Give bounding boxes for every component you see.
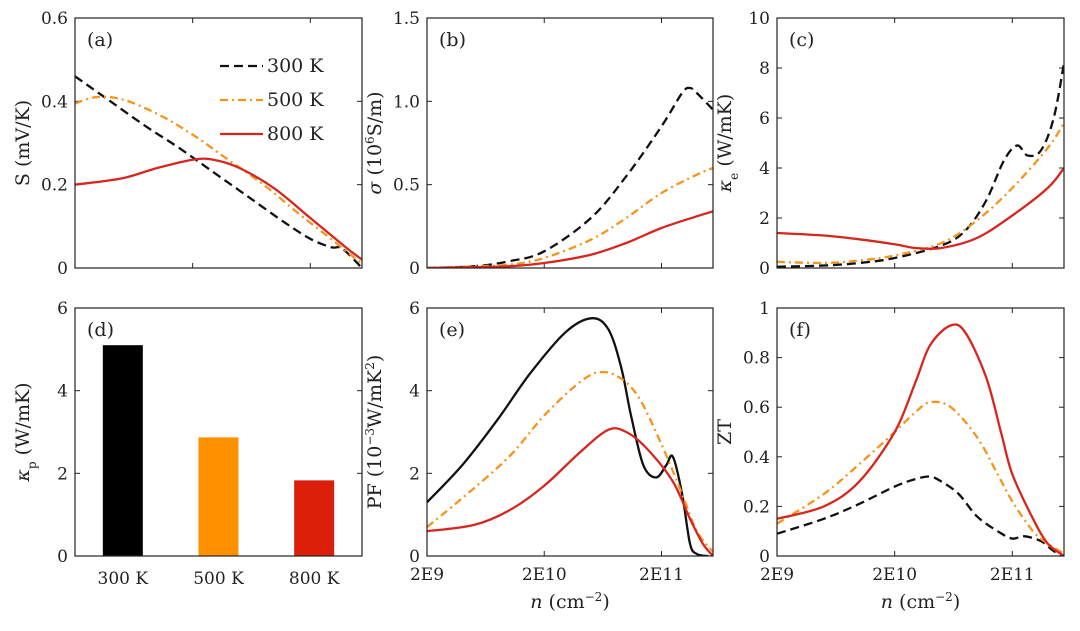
series-line-500k [777,122,1064,265]
x-tick-label: 2E10 [872,565,917,585]
y-tick-label: 8 [759,59,770,79]
y-tick-label: 0 [759,259,770,279]
axes-frame [776,17,1065,269]
y-tick-label: 10 [748,9,770,29]
y-tick-label: 0.4 [41,92,68,112]
axes-frame [74,17,363,269]
y-tick-label: 0 [759,547,770,567]
y-tick-label: 0.4 [743,448,770,468]
y-axis-label: PF (10−3W/mK2) [363,355,386,510]
series-line-800k [427,427,713,556]
y-tick-label: 6 [409,299,420,319]
category-label: 800 K [289,569,340,589]
y-tick-label: 2 [759,209,770,229]
y-tick-label: 0 [409,259,420,279]
panel-label: (c) [789,29,814,51]
y-tick-label: 2 [57,464,68,484]
axes-frame [426,307,714,557]
y-tick-label: 0.5 [393,176,420,196]
series-line-500k [427,166,713,268]
x-tick-label: 2E9 [760,565,794,585]
series-line-300k [777,62,1064,268]
panel-label: (f) [789,319,811,341]
y-tick-label: 0.6 [41,9,68,29]
series-line-800k [777,323,1064,556]
bar-800k [294,480,335,556]
series-line-300k [75,75,362,268]
y-axis-label: κe (W/mK) [714,94,741,194]
y-tick-label: 4 [57,382,68,402]
series-line-800k [75,157,362,261]
panel-e: 0 2 4 6 2E9 2E10 2E11 (e) PF (10−3W/mK2) n (cm−2) [363,299,714,613]
panel-label: (b) [439,29,466,51]
y-tick-label: 1.0 [393,92,420,112]
y-axis-label: σ (106S/m) [363,91,386,194]
bar-300k [102,345,143,556]
axes-frame [426,17,714,269]
axes-frame [776,307,1065,557]
y-tick-label: 0 [57,547,68,567]
y-tick-label: 4 [759,159,770,179]
y-axis-label: ZT [714,419,736,445]
panel-label: (d) [87,319,114,341]
series-line-500k [427,370,713,553]
panel-f: 0 0.2 0.4 0.6 0.8 1 2E9 2E10 2E11 (f) ZT n (cm−2) [714,299,1065,613]
panel-label: (e) [439,319,465,341]
series-line-300k [427,317,709,556]
y-tick-label: 1.5 [393,9,420,29]
legend-label: 500 K [267,89,324,111]
legend: 300 K 500 K 800 K [220,55,324,145]
panel-a: 0 0.2 0.4 0.6 (a) S (mV/K) 300 K 500 K 800 K [12,9,363,279]
category-label: 500 K [193,569,244,589]
panel-c: 0 2 4 6 8 10 (c) κe (W/mK) [714,9,1065,279]
y-tick-label: 0 [57,259,68,279]
panel-label: (a) [87,29,113,51]
y-tick-label: 0.2 [743,497,770,517]
x-axis-label: n (cm−2) [881,590,961,613]
series-line-300k [427,86,713,268]
x-tick-label: 2E11 [990,565,1035,585]
category-label: 300 K [98,569,149,589]
series-line-800k [427,210,713,268]
x-tick-label: 2E11 [639,565,684,585]
y-axis-label: S (mV/K) [12,100,34,186]
y-axis-label: κp (W/mK) [12,382,39,482]
x-tick-label: 2E9 [410,565,444,585]
series-line-300k [777,475,1064,556]
x-axis-label: n (cm−2) [530,590,610,613]
series-line-500k [777,400,1064,555]
legend-label: 800 K [267,123,324,145]
y-tick-label: 0.8 [743,349,770,369]
y-tick-label: 0.2 [41,176,68,196]
series-line-500k [75,95,362,265]
y-tick-label: 0 [409,547,420,567]
panel-b: 0 0.5 1.0 1.5 (b) σ (106S/m) [363,9,714,279]
y-tick-label: 2 [409,464,420,484]
x-tick-label: 2E10 [522,565,567,585]
legend-label: 300 K [267,55,324,77]
y-tick-label: 0.6 [743,398,770,418]
y-tick-label: 6 [759,109,770,129]
panel-d: 0 2 4 6 300 K 500 K 800 K (d) κp (W/mK) [12,299,363,589]
axes-frame [74,307,363,557]
y-tick-label: 1 [759,299,770,319]
bar-500k [198,437,239,556]
y-tick-label: 4 [409,382,420,402]
y-tick-label: 6 [57,299,68,319]
series-line-800k [777,167,1064,251]
